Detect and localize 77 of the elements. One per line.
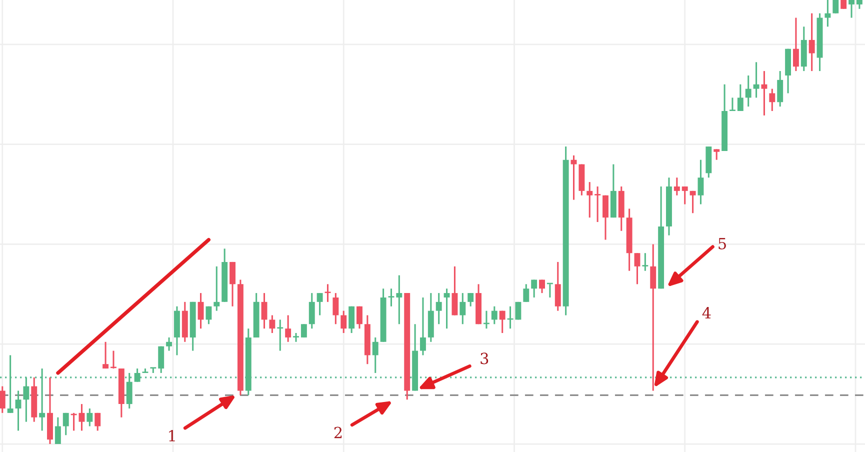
candlestick	[808, 12, 815, 72]
candlestick	[523, 283, 530, 303]
candlestick	[753, 61, 760, 98]
candlestick	[150, 367, 156, 374]
candlestick	[436, 292, 442, 325]
candlestick	[356, 306, 362, 330]
candlestick	[824, 0, 831, 28]
candlestick	[0, 386, 6, 414]
candlestick	[586, 181, 593, 218]
candlestick	[86, 408, 93, 428]
candlestick	[300, 323, 307, 338]
candlestick	[539, 278, 545, 294]
annotation: 2	[334, 426, 342, 438]
candlestick	[642, 252, 648, 272]
candlestick	[832, 0, 839, 14]
candlestick	[134, 368, 140, 383]
candlestick	[420, 296, 426, 356]
candlestick	[634, 252, 640, 285]
candlestick	[714, 148, 720, 161]
candlestick	[777, 70, 784, 108]
candlestick	[78, 403, 85, 432]
candlestick	[554, 261, 561, 312]
candlestick	[158, 346, 164, 374]
candlestick	[348, 306, 355, 334]
candlestick	[198, 292, 204, 330]
candlestick	[94, 412, 101, 432]
annotation: 3	[480, 352, 488, 364]
candlestick	[594, 186, 601, 223]
candlestick	[293, 332, 299, 343]
candlestick	[7, 354, 14, 414]
candlestick	[39, 368, 46, 432]
candlestick	[682, 186, 688, 206]
candlestick	[308, 292, 315, 330]
annotation: 4	[702, 307, 711, 318]
candlestick	[23, 376, 30, 423]
candlestick	[848, 0, 854, 19]
candlestick	[452, 266, 458, 316]
candlestick	[650, 243, 656, 392]
candlestick	[674, 176, 680, 196]
candlestick	[491, 306, 498, 325]
candlestick	[468, 292, 474, 308]
candlestick	[761, 70, 768, 116]
candlestick	[737, 84, 744, 112]
candlestick	[332, 292, 339, 325]
candlestick	[570, 154, 577, 201]
candlestick	[277, 318, 284, 352]
candlestick	[214, 266, 220, 312]
candlestick	[230, 261, 236, 308]
candlestick	[285, 314, 292, 343]
candlestick	[62, 412, 69, 436]
candlestick	[324, 283, 331, 303]
annotation: 1	[169, 430, 175, 442]
candlestick	[102, 341, 109, 370]
candlestick	[444, 288, 450, 330]
candlestick	[602, 194, 608, 241]
candlestick	[15, 390, 22, 432]
candlestick	[729, 96, 736, 112]
candlestick	[745, 74, 752, 108]
candlestick	[316, 292, 323, 316]
candlestick	[269, 314, 276, 334]
candlestick	[690, 190, 696, 214]
candlestick	[769, 88, 776, 112]
candlestick	[372, 336, 378, 374]
candlestick	[531, 278, 538, 298]
candlestick	[388, 288, 394, 308]
candlestick	[54, 416, 61, 445]
candlestick	[460, 292, 466, 325]
candlestick	[698, 159, 704, 206]
candlestick	[340, 310, 347, 334]
candlestick	[396, 274, 402, 325]
annotation: 5	[718, 238, 726, 250]
candlestick	[126, 372, 132, 410]
candlestick	[166, 336, 172, 352]
candlestick	[499, 310, 506, 334]
candlestick	[792, 16, 799, 72]
candlestick	[206, 306, 212, 325]
candlestick	[261, 292, 268, 330]
